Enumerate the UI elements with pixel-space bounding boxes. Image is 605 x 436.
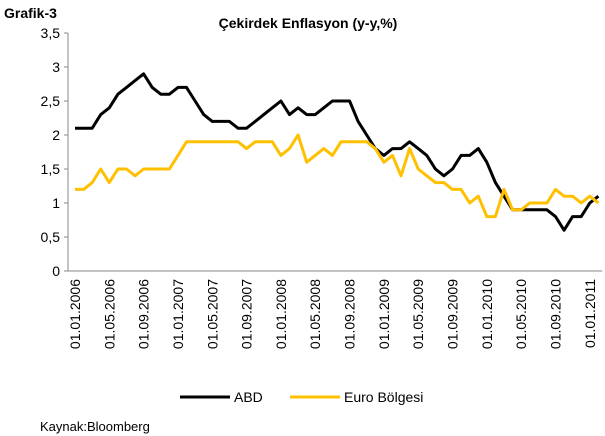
y-tick-label: 0 [52, 263, 60, 279]
x-tick-label: 01.05.2007 [204, 279, 220, 349]
chart-title: Çekirdek Enflasyon (y-y,%) [219, 15, 398, 31]
x-tick-label: 01.05.2010 [513, 279, 529, 349]
x-tick-label: 01.01.2008 [273, 279, 289, 349]
legend-label: ABD [234, 389, 263, 405]
x-tick-label: 01.09.2008 [342, 279, 358, 349]
x-tick-label: 01.01.2010 [479, 279, 495, 349]
x-tick-label: 01.09.2007 [239, 279, 255, 349]
y-tick-label: 2 [52, 127, 60, 143]
x-tick-label: 01.01.2011 [582, 279, 598, 348]
x-tick-label: 01.09.2006 [136, 279, 152, 349]
x-tick-label: 01.01.2007 [170, 279, 186, 349]
x-tick-label: 01.05.2009 [410, 279, 426, 349]
line [75, 133, 600, 219]
y-tick-label: 1,5 [41, 161, 61, 177]
y-tick-label: 3 [52, 59, 60, 75]
source: Kaynak:Bloomberg [40, 419, 150, 434]
y-tick-label: 0,5 [41, 229, 61, 245]
x-tick-label: 01.05.2008 [307, 279, 323, 349]
legend-label: Euro Bölgesi [344, 389, 423, 405]
x-tick-label: 01.09.2009 [445, 279, 461, 349]
y-tick-label: 3,5 [41, 25, 61, 41]
x-tick-label: 01.01.2009 [376, 279, 392, 349]
x-tick-label: 01.01.2006 [67, 279, 83, 349]
x-tick-label: 01.09.2010 [547, 279, 563, 349]
x-tick-label: 01.05.2006 [101, 279, 117, 349]
y-tick-label: 1 [52, 195, 60, 211]
line [75, 72, 600, 232]
figure-label: Grafik-3 [4, 5, 57, 21]
y-tick-label: 2,5 [41, 93, 61, 109]
